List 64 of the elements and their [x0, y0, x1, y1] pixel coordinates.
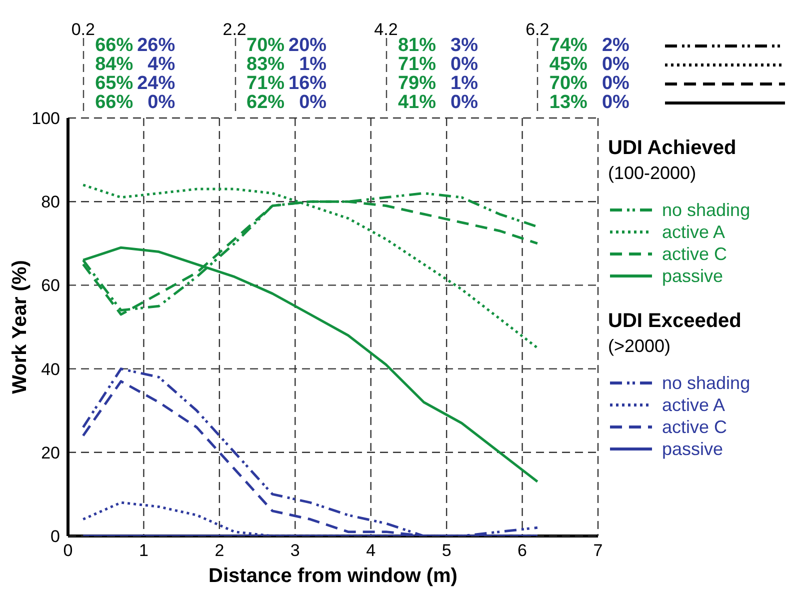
text: 71% [246, 73, 285, 94]
text: 4% [148, 54, 176, 75]
text: (>2000) [608, 335, 672, 358]
text: 45% [548, 54, 588, 75]
y-axis-title: Work Year (%) [9, 260, 31, 394]
y-tick-label: 60 [41, 276, 60, 296]
x-tick-label: 4 [366, 541, 376, 560]
text: 0% [602, 92, 630, 113]
text: 26% [137, 35, 176, 56]
x-tick-label: 0 [63, 541, 73, 560]
text: 41% [396, 92, 436, 113]
text: UDI Exceeded [608, 309, 742, 334]
text: 0% [450, 54, 478, 75]
legend-label: active A [662, 222, 726, 242]
text: 81% [398, 35, 436, 56]
x-tick-label: 5 [442, 541, 452, 560]
x2-tick-label: 4.2 [374, 20, 398, 39]
x-tick-label: 2 [214, 541, 224, 560]
legend-label: passive [662, 266, 724, 286]
x-axis-title: Distance from window (m) [208, 565, 458, 587]
y-tick-label: 40 [41, 360, 60, 379]
text: 83% [246, 54, 285, 75]
x-tick-label: 7 [593, 541, 603, 560]
text: 66% [94, 92, 134, 113]
text: 71% [396, 54, 436, 75]
text: 1% [299, 54, 327, 75]
y-tick-label: 80 [41, 192, 60, 212]
y-tick-label: 100 [32, 109, 60, 128]
text: 20% [288, 35, 327, 56]
y-tick-label: 0 [50, 527, 60, 546]
text: 84% [94, 54, 134, 75]
text: 13% [548, 92, 588, 113]
text: 0% [602, 54, 630, 75]
legend-label: active C [662, 416, 728, 438]
text: UDI Achieved [608, 136, 738, 161]
text: 0% [148, 92, 176, 113]
x-tick-label: 6 [518, 541, 528, 560]
legend-label: passive [662, 438, 724, 460]
text: (100-2000) [608, 162, 698, 185]
text: 62% [246, 92, 285, 113]
text: 24% [137, 73, 176, 94]
x2-tick-label: 0.2 [71, 20, 95, 39]
text: 0% [450, 92, 478, 113]
legend-label: active C [662, 244, 728, 264]
x-tick-label: 1 [138, 541, 148, 560]
legend-label: active A [662, 394, 726, 416]
y-tick-label: 20 [41, 443, 60, 462]
x-tick-label: 3 [290, 541, 300, 560]
text: 0% [299, 92, 327, 113]
text: 0% [602, 73, 630, 94]
text: 74% [549, 35, 588, 56]
legend-label: no shading [662, 372, 750, 394]
x2-tick-label: 6.2 [526, 20, 550, 39]
text: 3% [450, 35, 478, 56]
legend-label: no shading [662, 200, 750, 220]
x2-tick-label: 2.2 [222, 20, 246, 39]
text: 79% [396, 73, 436, 94]
text: 2% [602, 35, 630, 56]
text: 65% [94, 73, 134, 94]
text: 16% [288, 73, 327, 94]
text: 66% [95, 35, 134, 56]
text: 70% [246, 35, 285, 56]
text: 70% [548, 73, 588, 94]
text: 1% [450, 73, 478, 94]
